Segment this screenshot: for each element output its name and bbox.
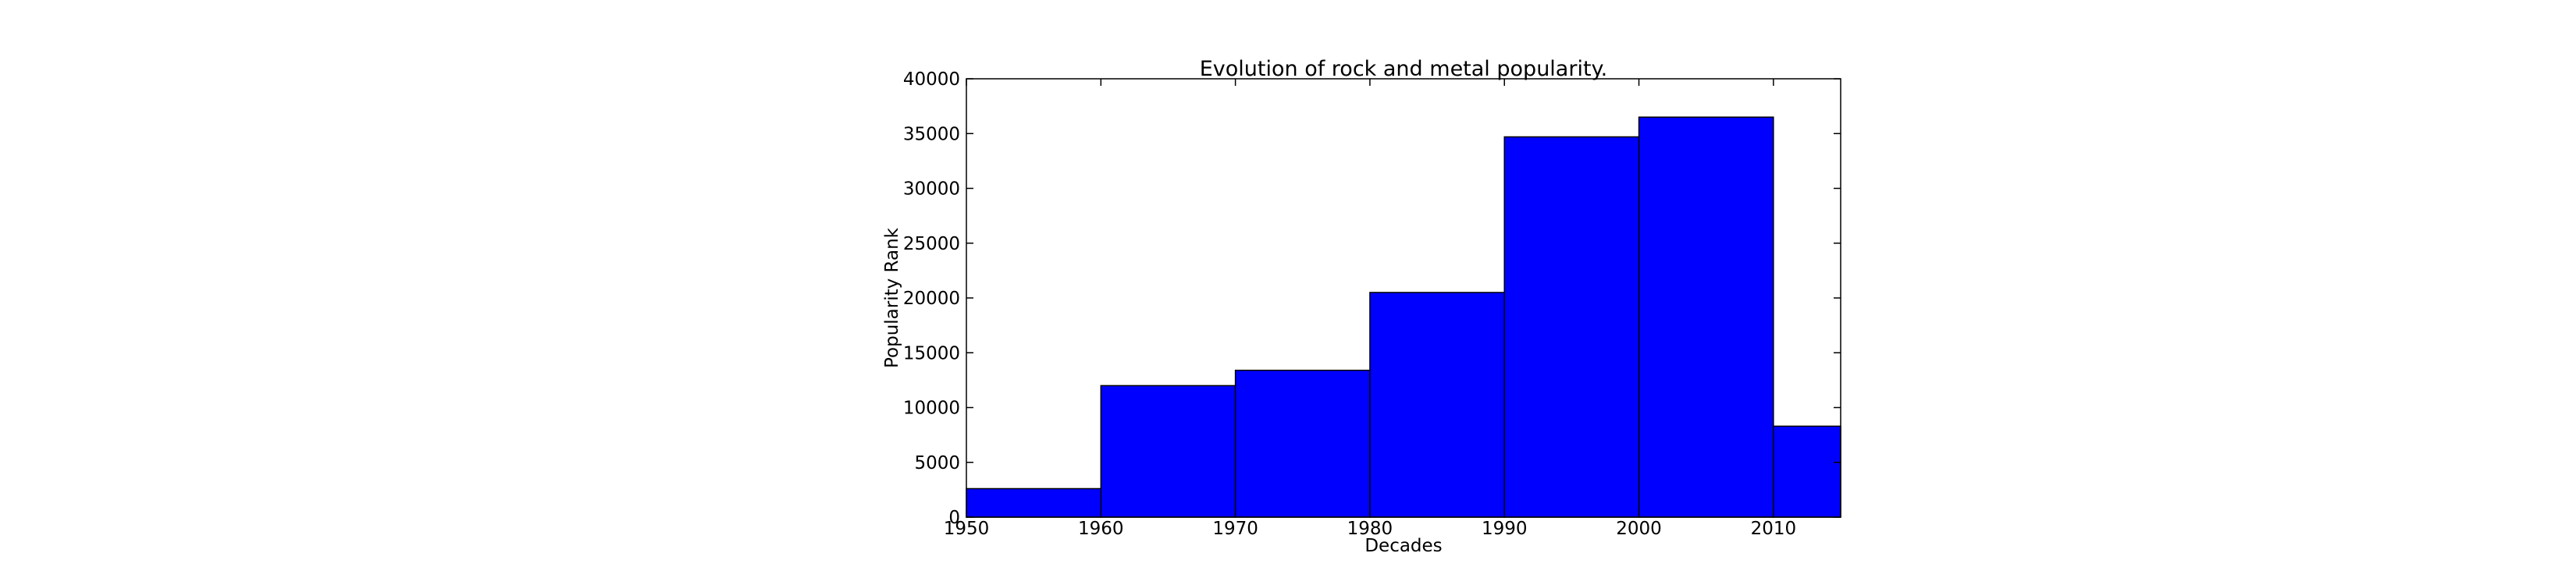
x-tick-label: 1970 (1212, 519, 1258, 539)
plot-frame (966, 78, 1841, 518)
y-tick-label: 25000 (903, 234, 960, 254)
x-axis-label: Decades (1364, 536, 1442, 556)
y-tick-label: 5000 (914, 453, 960, 473)
y-tick-label: 35000 (903, 124, 960, 144)
bar-1990 (1503, 136, 1640, 518)
bar-1970 (1234, 369, 1371, 518)
x-tick-label: 2000 (1616, 519, 1662, 539)
y-tick-label: 0 (948, 508, 960, 528)
y-tick-label: 15000 (903, 343, 960, 363)
x-tick-label: 2010 (1751, 519, 1797, 539)
bar-2000 (1638, 116, 1774, 518)
y-tick-label: 30000 (903, 179, 960, 200)
ticks-layer: 1950 1960 1970 1980 1990 2000 2010 0 5000 10000 15… (903, 69, 1841, 539)
y-axis-label: Popularity Rank (882, 227, 902, 368)
bars-layer (966, 116, 1841, 518)
x-tick-label: 1950 (944, 519, 990, 539)
bar-1980 (1369, 292, 1505, 518)
chart-title: Evolution of rock and metal popularity. (1200, 57, 1608, 81)
x-tick-label: 1960 (1078, 519, 1124, 539)
y-tick-label: 10000 (903, 399, 960, 419)
x-tick-label: 1980 (1347, 519, 1393, 539)
bar-1960 (1100, 385, 1236, 518)
x-tick-label: 1990 (1482, 519, 1528, 539)
y-tick-label: 20000 (903, 289, 960, 309)
y-tick-label: 40000 (903, 69, 960, 90)
bar-1950 (966, 488, 1102, 518)
bar-2010 (1773, 425, 1841, 518)
